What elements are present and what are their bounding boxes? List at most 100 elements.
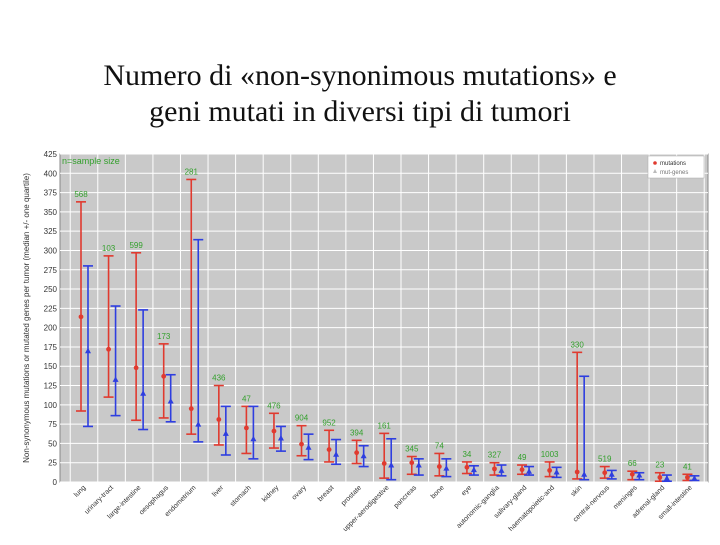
sample-size-label: 74 <box>435 441 444 450</box>
x-tick-label: skin <box>570 484 584 498</box>
y-tick-label: 425 <box>44 150 58 159</box>
mutations-median-point <box>547 468 553 473</box>
genes-median-point <box>581 471 588 477</box>
sample-size-label: 1003 <box>541 450 559 459</box>
mutations-median-point <box>299 441 304 447</box>
sample-size-label: 476 <box>267 401 281 410</box>
sample-size-label: 41 <box>683 462 692 471</box>
x-tick-label: meninges <box>612 484 639 511</box>
mutations-median-point <box>464 464 470 470</box>
mutations-median-point <box>243 425 249 431</box>
sample-size-label: 23 <box>655 461 664 470</box>
genes-median-point <box>85 347 91 354</box>
mutations-median-point <box>78 314 84 320</box>
sample-size-annotation: n=sample size <box>62 156 120 166</box>
mutations-median-point <box>657 474 663 480</box>
x-tick-label: prostate <box>340 484 363 507</box>
genes-median-point <box>195 421 202 427</box>
genes-median-point <box>636 472 643 478</box>
mutations-median-point <box>326 447 332 452</box>
legend-marker-mutations <box>653 161 657 165</box>
x-tick-label: eye <box>460 484 473 497</box>
y-tick-label: 125 <box>44 382 58 391</box>
mutations-median-point <box>629 471 635 477</box>
x-tick-label: ovary <box>291 484 308 501</box>
y-tick-label: 150 <box>44 362 58 371</box>
y-tick-label: 275 <box>44 266 58 275</box>
slide-title-line2: geni mutati in diversi tipi di tumori <box>149 95 571 128</box>
genes-median-point <box>608 471 615 477</box>
chart-container: 0 25 50 75 100 125 150 175 200 225 250 275 300 325 350… <box>20 148 716 540</box>
mutations-median-point <box>161 373 167 379</box>
x-tick-label: stomach <box>229 484 253 508</box>
genes-median-point <box>360 452 367 459</box>
x-tick-label: breast <box>317 484 336 503</box>
sample-size-label: 568 <box>74 190 88 199</box>
genes-median-point <box>277 435 284 441</box>
genes-median-point <box>250 435 257 442</box>
sample-size-label: 952 <box>322 418 336 427</box>
x-tick-label: upper-aerodigestive <box>342 484 391 533</box>
genes-median-point <box>305 444 312 450</box>
genes-median-point <box>167 397 174 404</box>
mutations-median-point <box>519 467 525 473</box>
mutations-median-point <box>133 365 139 371</box>
sample-size-label: 281 <box>185 167 199 176</box>
sample-size-label: 34 <box>462 450 471 459</box>
mutations-median-point <box>492 466 497 472</box>
y-tick-label: 375 <box>44 189 58 198</box>
mutations-median-point <box>216 417 222 422</box>
x-tick-label: haematopoietic-and <box>508 484 557 533</box>
genes-median-point <box>443 465 450 471</box>
genes-median-point <box>691 475 698 481</box>
mutations-median-point <box>381 461 387 466</box>
sample-size-label: 49 <box>518 453 527 462</box>
y-tick-label: 200 <box>44 324 58 333</box>
mutations-median-point <box>602 470 608 476</box>
x-tick-label: pancreas <box>393 484 419 510</box>
sample-size-label: 327 <box>488 451 502 460</box>
mutations-median-point <box>685 474 690 480</box>
genes-median-point <box>663 475 670 481</box>
sample-size-label: 394 <box>350 428 364 437</box>
y-tick-label: 0 <box>53 478 58 487</box>
genes-median-point <box>526 468 533 474</box>
genes-median-point <box>498 467 505 473</box>
mutations-median-point <box>574 469 580 475</box>
genes-median-point <box>222 430 229 436</box>
y-tick-label: 225 <box>44 304 58 313</box>
legend-marker-genes <box>653 169 657 173</box>
x-tick-label: bone <box>430 484 446 500</box>
sample-size-label: 519 <box>598 455 612 464</box>
legend-label-mutations: mutations <box>660 161 686 167</box>
y-tick-label: 300 <box>44 246 58 255</box>
mutations-median-point <box>106 346 111 352</box>
mutations-median-point <box>409 460 415 466</box>
mutations-median-point <box>354 450 360 456</box>
legend-box <box>647 155 705 179</box>
slide-title-line1: Numero di «non-synonimous mutations» e <box>103 59 617 92</box>
sample-size-label: 66 <box>628 459 637 468</box>
y-tick-label: 175 <box>44 343 58 352</box>
mutations-median-point <box>188 406 194 412</box>
y-tick-label: 350 <box>44 208 58 217</box>
sample-size-label: 904 <box>295 414 309 423</box>
genes-median-point <box>140 390 147 396</box>
genes-median-point <box>470 466 477 473</box>
mutations-median-point <box>436 464 442 469</box>
y-tick-label: 250 <box>44 285 58 294</box>
sample-size-label: 103 <box>102 244 116 253</box>
legend-label-genes: mut-genes <box>660 170 688 176</box>
genes-median-point <box>112 376 119 382</box>
genes-median-point <box>388 462 395 468</box>
sample-size-label: 599 <box>129 241 143 250</box>
x-tick-label: lung <box>73 484 87 498</box>
sample-size-label: 330 <box>570 340 584 349</box>
y-tick-label: 50 <box>48 439 57 448</box>
y-tick-label: 25 <box>48 459 57 468</box>
slide-title: Numero di «non-synonimous mutations» e g… <box>0 58 720 130</box>
sample-size-label: 161 <box>378 421 392 430</box>
mutations-median-point <box>271 428 277 434</box>
mutation-chart: 0 25 50 75 100 125 150 175 200 225 250 275 300 325 350… <box>22 150 709 533</box>
y-axis-label: Non-synonymous mutations or mutated gene… <box>22 173 31 463</box>
